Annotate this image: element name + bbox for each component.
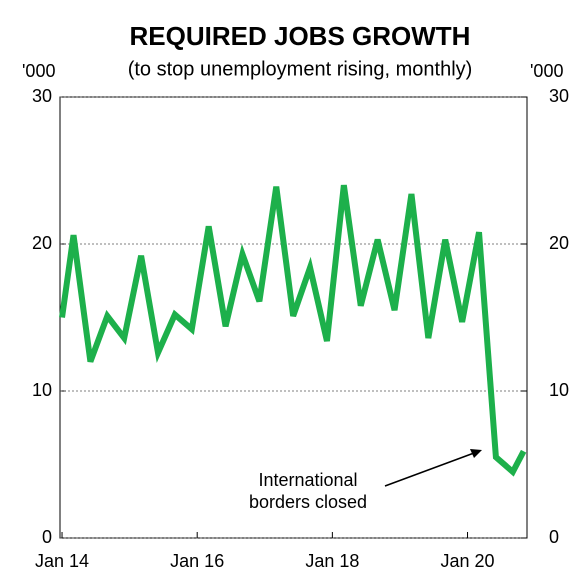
y-tick-label: 0 [42, 527, 52, 547]
line-series [59, 184, 527, 477]
x-tick-label: Jan 14 [35, 551, 89, 571]
y-tick-label: 30 [32, 86, 52, 106]
annotation: borders closed [249, 492, 367, 512]
y2-unit: '000 [530, 61, 563, 81]
y-unit: '000 [22, 61, 55, 81]
y2-tick-label: 10 [549, 380, 569, 400]
x-tick-label: Jan 16 [170, 551, 224, 571]
annotation: International [258, 470, 357, 490]
y-tick-label: 10 [32, 380, 52, 400]
y-tick-label: 20 [32, 233, 52, 253]
y2-tick-label: 0 [549, 527, 559, 547]
y2-tick-label: 20 [549, 233, 569, 253]
chart-subtitle: (to stop unemployment rising, monthly) [128, 58, 473, 80]
x-tick-label: Jan 18 [305, 551, 359, 571]
chart-title: REQUIRED JOBS GROWTH [130, 21, 471, 51]
y2-tick-label: 30 [549, 86, 569, 106]
annotation-arrow [384, 452, 475, 487]
x-tick-label: Jan 20 [441, 551, 495, 571]
arrow-head [470, 449, 482, 458]
